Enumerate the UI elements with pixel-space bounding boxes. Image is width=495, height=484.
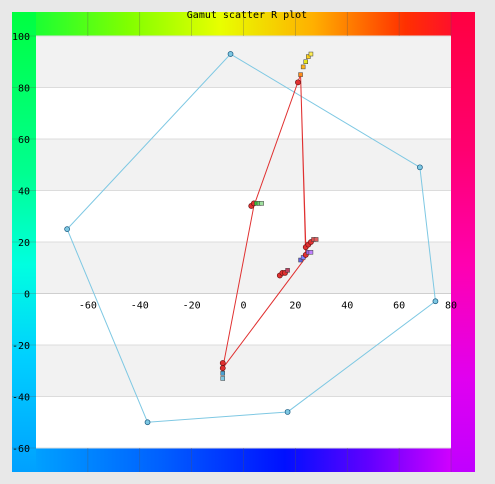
x-tick-label: 40 [341,301,353,312]
x-tick-label: 60 [393,301,405,312]
gamut-polygon [64,51,439,426]
gamut-vertex [432,298,439,305]
data-point [220,371,225,376]
y-tick-label: -20 [12,341,30,352]
gamut-vertex [284,409,291,415]
gamut-vertex [227,51,234,57]
y-tick-label: 60 [18,135,30,146]
y-tick-label: 0 [24,290,30,301]
y-tick-label: -40 [12,393,30,404]
data-point [219,360,226,366]
data-point [303,59,308,64]
data-point [308,51,314,57]
data-point [219,365,226,372]
gamut-vertex [417,164,423,171]
data-point [300,64,306,70]
data-point [306,54,311,59]
red-path-line [222,74,307,369]
data-point [295,79,301,86]
y-tick-label: 20 [18,238,30,249]
grid-bands [36,35,451,449]
red-path [222,74,307,369]
x-tick-label: 80 [445,301,457,312]
chart-title: Gamut scatter R plot [187,10,307,21]
y-tick-label: 80 [18,84,30,95]
gamut-vertex [64,226,70,232]
data-point [298,72,303,77]
data-point [220,376,225,381]
grid-band [36,345,451,397]
data-point [298,257,303,263]
tick-labels: -60 -40 -20 0 20 40 60 80 100 -60 -40 -20 0 20 40 60 80 [12,32,457,455]
y-tick-label: 40 [18,187,30,198]
x-tick-label: 20 [289,301,301,312]
data-point [259,201,264,206]
data-point [308,250,314,255]
tick-marks [12,12,452,472]
y-tick-label: 100 [12,32,30,43]
gamut-vertex [144,419,151,426]
grid-band [36,139,451,191]
x-tick-label: 0 [240,301,246,312]
data-points [219,51,319,381]
right-color-band [451,12,475,472]
x-tick-label: -20 [183,301,201,312]
data-point [285,268,290,273]
y-tick-label: -60 [12,444,30,455]
data-point [313,237,319,242]
grid-band [36,242,451,294]
x-tick-label: -40 [131,301,149,312]
x-tick-label: -60 [79,301,97,312]
